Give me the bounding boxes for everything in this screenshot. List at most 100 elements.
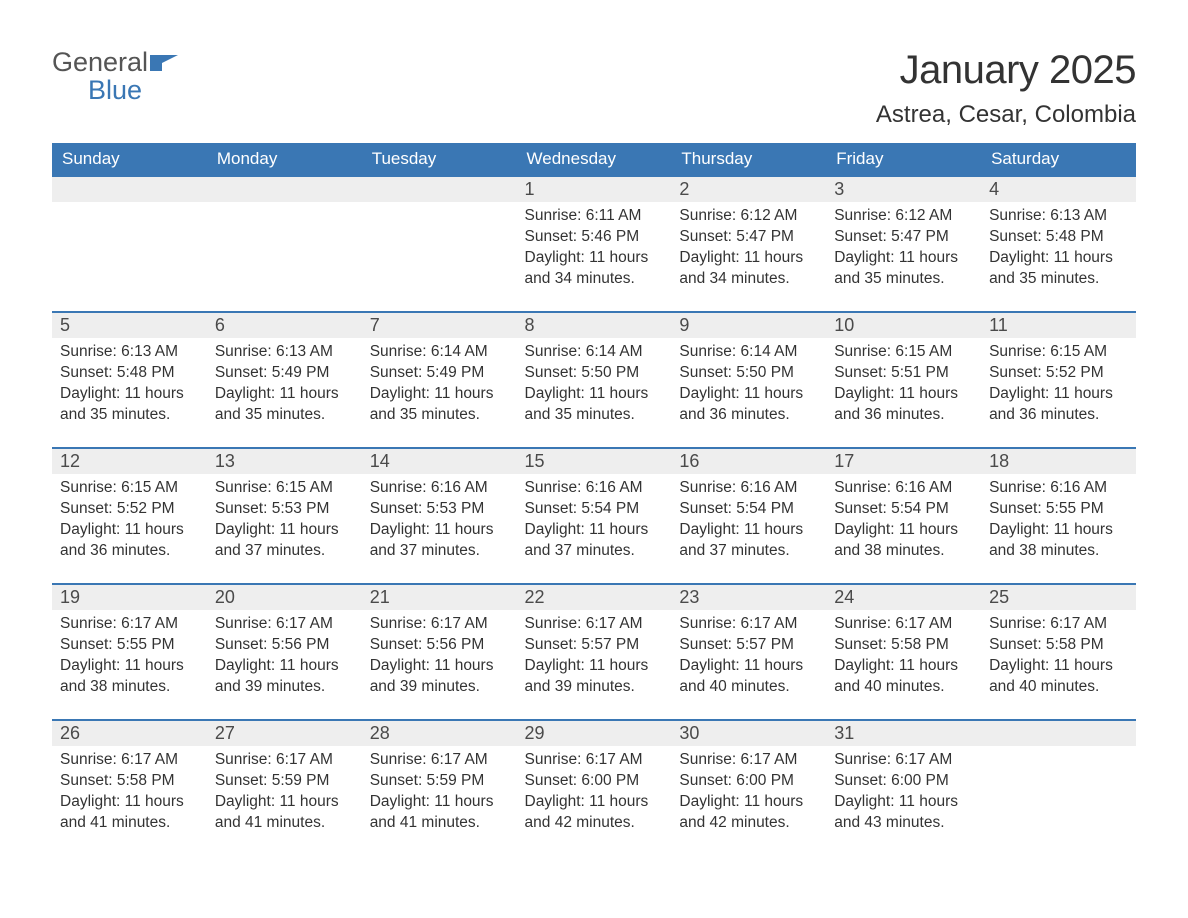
sunset-text: Sunset: 6:00 PM xyxy=(679,771,818,792)
sunset-text: Sunset: 5:46 PM xyxy=(525,227,664,248)
sunrise-text: Sunrise: 6:16 AM xyxy=(989,478,1128,499)
sunrise-text: Sunrise: 6:13 AM xyxy=(60,342,199,363)
daylight-text: Daylight: 11 hours and 39 minutes. xyxy=(370,656,509,698)
day-number: 26 xyxy=(52,719,207,746)
sunset-text: Sunset: 5:48 PM xyxy=(989,227,1128,248)
day-number: 6 xyxy=(207,311,362,338)
daylight-text: Daylight: 11 hours and 39 minutes. xyxy=(215,656,354,698)
flag-icon xyxy=(150,48,180,76)
calendar-day-cell: 18Sunrise: 6:16 AMSunset: 5:55 PMDayligh… xyxy=(981,447,1136,583)
sunrise-text: Sunrise: 6:17 AM xyxy=(679,750,818,771)
daylight-text: Daylight: 11 hours and 36 minutes. xyxy=(679,384,818,426)
day-detail: Sunrise: 6:13 AMSunset: 5:49 PMDaylight:… xyxy=(207,338,362,434)
calendar-week-row: 26 Sunrise: 6:17 AM Sunset: 5:58 PM Dayligh… xyxy=(52,719,1136,855)
sunrise-text: Sunrise: 6:15 AM xyxy=(215,478,354,499)
daylight-text: Daylight: 11 hours and 36 minutes. xyxy=(989,384,1128,426)
calendar-day-cell: 12Sunrise: 6:15 AMSunset: 5:52 PMDayligh… xyxy=(52,447,207,583)
logo-word2: Blue xyxy=(88,76,142,104)
calendar-day-cell: 28Sunrise: 6:17 AMSunset: 5:59 PMDayligh… xyxy=(362,719,517,855)
daylight-text: Daylight: 11 hours and 42 minutes. xyxy=(679,792,818,834)
daylight-text: Daylight: 11 hours and 39 minutes. xyxy=(525,656,664,698)
day-number: 20 xyxy=(207,583,362,610)
sunrise-text: Sunrise: 6:16 AM xyxy=(370,478,509,499)
calendar-day-cell: 16Sunrise: 6:16 AMSunset: 5:54 PMDayligh… xyxy=(671,447,826,583)
day-number: 15 xyxy=(517,447,672,474)
sunrise-text: Sunrise: 6:17 AM xyxy=(370,750,509,771)
daylight-text: Daylight: 11 hours and 35 minutes. xyxy=(525,384,664,426)
daylight-text: Daylight: 11 hours and 40 minutes. xyxy=(989,656,1128,698)
daylight-text: Daylight: 11 hours and 41 minutes. xyxy=(215,792,354,834)
sunrise-text: Sunrise: 6:15 AM xyxy=(834,342,973,363)
location-label: Astrea, Cesar, Colombia xyxy=(876,101,1136,129)
day-detail: Sunrise: 6:13 AMSunset: 5:48 PMDaylight:… xyxy=(52,338,207,434)
calendar-day-cell: 30Sunrise: 6:17 AMSunset: 6:00 PMDayligh… xyxy=(671,719,826,855)
day-number xyxy=(207,175,362,202)
day-number: 5 xyxy=(52,311,207,338)
sunrise-text: Sunrise: 6:16 AM xyxy=(679,478,818,499)
day-detail: Sunrise: 6:11 AMSunset: 5:46 PMDaylight:… xyxy=(517,202,672,298)
logo-word1: General xyxy=(52,47,148,77)
day-detail: Sunrise: 6:17 AMSunset: 6:00 PMDaylight:… xyxy=(671,746,826,842)
calendar-day-cell: 25Sunrise: 6:17 AMSunset: 5:58 PMDayligh… xyxy=(981,583,1136,719)
calendar-day-cell: 8Sunrise: 6:14 AMSunset: 5:50 PMDaylight… xyxy=(517,311,672,447)
sunset-text: Sunset: 5:57 PM xyxy=(525,635,664,656)
weekday-header: Saturday xyxy=(981,143,1136,175)
daylight-text: Daylight: 11 hours and 43 minutes. xyxy=(834,792,973,834)
sunrise-text: Sunrise: 6:14 AM xyxy=(525,342,664,363)
sunset-text: Sunset: 5:59 PM xyxy=(215,771,354,792)
weekday-header: Tuesday xyxy=(362,143,517,175)
day-detail: Sunrise: 6:17 AMSunset: 5:57 PMDaylight:… xyxy=(671,610,826,706)
sunset-text: Sunset: 5:56 PM xyxy=(215,635,354,656)
day-detail: Sunrise: 6:15 AMSunset: 5:52 PMDaylight:… xyxy=(981,338,1136,434)
sunrise-text: Sunrise: 6:14 AM xyxy=(679,342,818,363)
day-number: 23 xyxy=(671,583,826,610)
sunrise-text: Sunrise: 6:12 AM xyxy=(679,206,818,227)
day-detail: Sunrise: 6:14 AMSunset: 5:50 PMDaylight:… xyxy=(517,338,672,434)
sunset-text: Sunset: 6:00 PM xyxy=(834,771,973,792)
daylight-text: Daylight: 11 hours and 35 minutes. xyxy=(60,384,199,426)
calendar-day-cell: 4Sunrise: 6:13 AMSunset: 5:48 PMDaylight… xyxy=(981,175,1136,311)
day-number: 7 xyxy=(362,311,517,338)
sunset-text: Sunset: 5:58 PM xyxy=(60,771,199,792)
day-number: 3 xyxy=(826,175,981,202)
calendar-day-cell: 21Sunrise: 6:17 AMSunset: 5:56 PMDayligh… xyxy=(362,583,517,719)
weekday-header: Wednesday xyxy=(517,143,672,175)
sunset-text: Sunset: 5:56 PM xyxy=(370,635,509,656)
day-number: 31 xyxy=(826,719,981,746)
calendar-day-cell: 13Sunrise: 6:15 AMSunset: 5:53 PMDayligh… xyxy=(207,447,362,583)
sunrise-text: Sunrise: 6:17 AM xyxy=(215,614,354,635)
sunrise-text: Sunrise: 6:13 AM xyxy=(215,342,354,363)
day-detail: Sunrise: 6:17 AMSunset: 5:58 PMDaylight:… xyxy=(981,610,1136,706)
day-number: 27 xyxy=(207,719,362,746)
day-number: 24 xyxy=(826,583,981,610)
day-detail: Sunrise: 6:16 AMSunset: 5:54 PMDaylight:… xyxy=(517,474,672,570)
day-detail: Sunrise: 6:15 AMSunset: 5:51 PMDaylight:… xyxy=(826,338,981,434)
sunrise-text: Sunrise: 6:15 AM xyxy=(60,478,199,499)
day-number xyxy=(981,719,1136,746)
sunset-text: Sunset: 5:53 PM xyxy=(215,499,354,520)
calendar-day-cell: 7Sunrise: 6:14 AMSunset: 5:49 PMDaylight… xyxy=(362,311,517,447)
day-detail: Sunrise: 6:16 AMSunset: 5:55 PMDaylight:… xyxy=(981,474,1136,570)
day-number: 22 xyxy=(517,583,672,610)
header: General Blue January 2025 Astrea, Cesar,… xyxy=(52,48,1136,129)
daylight-text: Daylight: 11 hours and 38 minutes. xyxy=(60,656,199,698)
day-number: 1 xyxy=(517,175,672,202)
day-number: 2 xyxy=(671,175,826,202)
day-number: 21 xyxy=(362,583,517,610)
sunset-text: Sunset: 5:55 PM xyxy=(989,499,1128,520)
day-number: 28 xyxy=(362,719,517,746)
calendar-day-cell: 14Sunrise: 6:16 AMSunset: 5:53 PMDayligh… xyxy=(362,447,517,583)
daylight-text: Daylight: 11 hours and 38 minutes. xyxy=(834,520,973,562)
calendar-day-cell: 24Sunrise: 6:17 AMSunset: 5:58 PMDayligh… xyxy=(826,583,981,719)
daylight-text: Daylight: 11 hours and 34 minutes. xyxy=(679,248,818,290)
calendar-day-cell: 17Sunrise: 6:16 AMSunset: 5:54 PMDayligh… xyxy=(826,447,981,583)
calendar-day-cell: 9Sunrise: 6:14 AMSunset: 5:50 PMDaylight… xyxy=(671,311,826,447)
calendar-day-cell: 22Sunrise: 6:17 AMSunset: 5:57 PMDayligh… xyxy=(517,583,672,719)
day-number: 13 xyxy=(207,447,362,474)
daylight-text: Daylight: 11 hours and 35 minutes. xyxy=(989,248,1128,290)
daylight-text: Daylight: 11 hours and 35 minutes. xyxy=(834,248,973,290)
day-detail: Sunrise: 6:12 AMSunset: 5:47 PMDaylight:… xyxy=(826,202,981,298)
weekday-header: Friday xyxy=(826,143,981,175)
sunrise-text: Sunrise: 6:14 AM xyxy=(370,342,509,363)
daylight-text: Daylight: 11 hours and 36 minutes. xyxy=(60,520,199,562)
